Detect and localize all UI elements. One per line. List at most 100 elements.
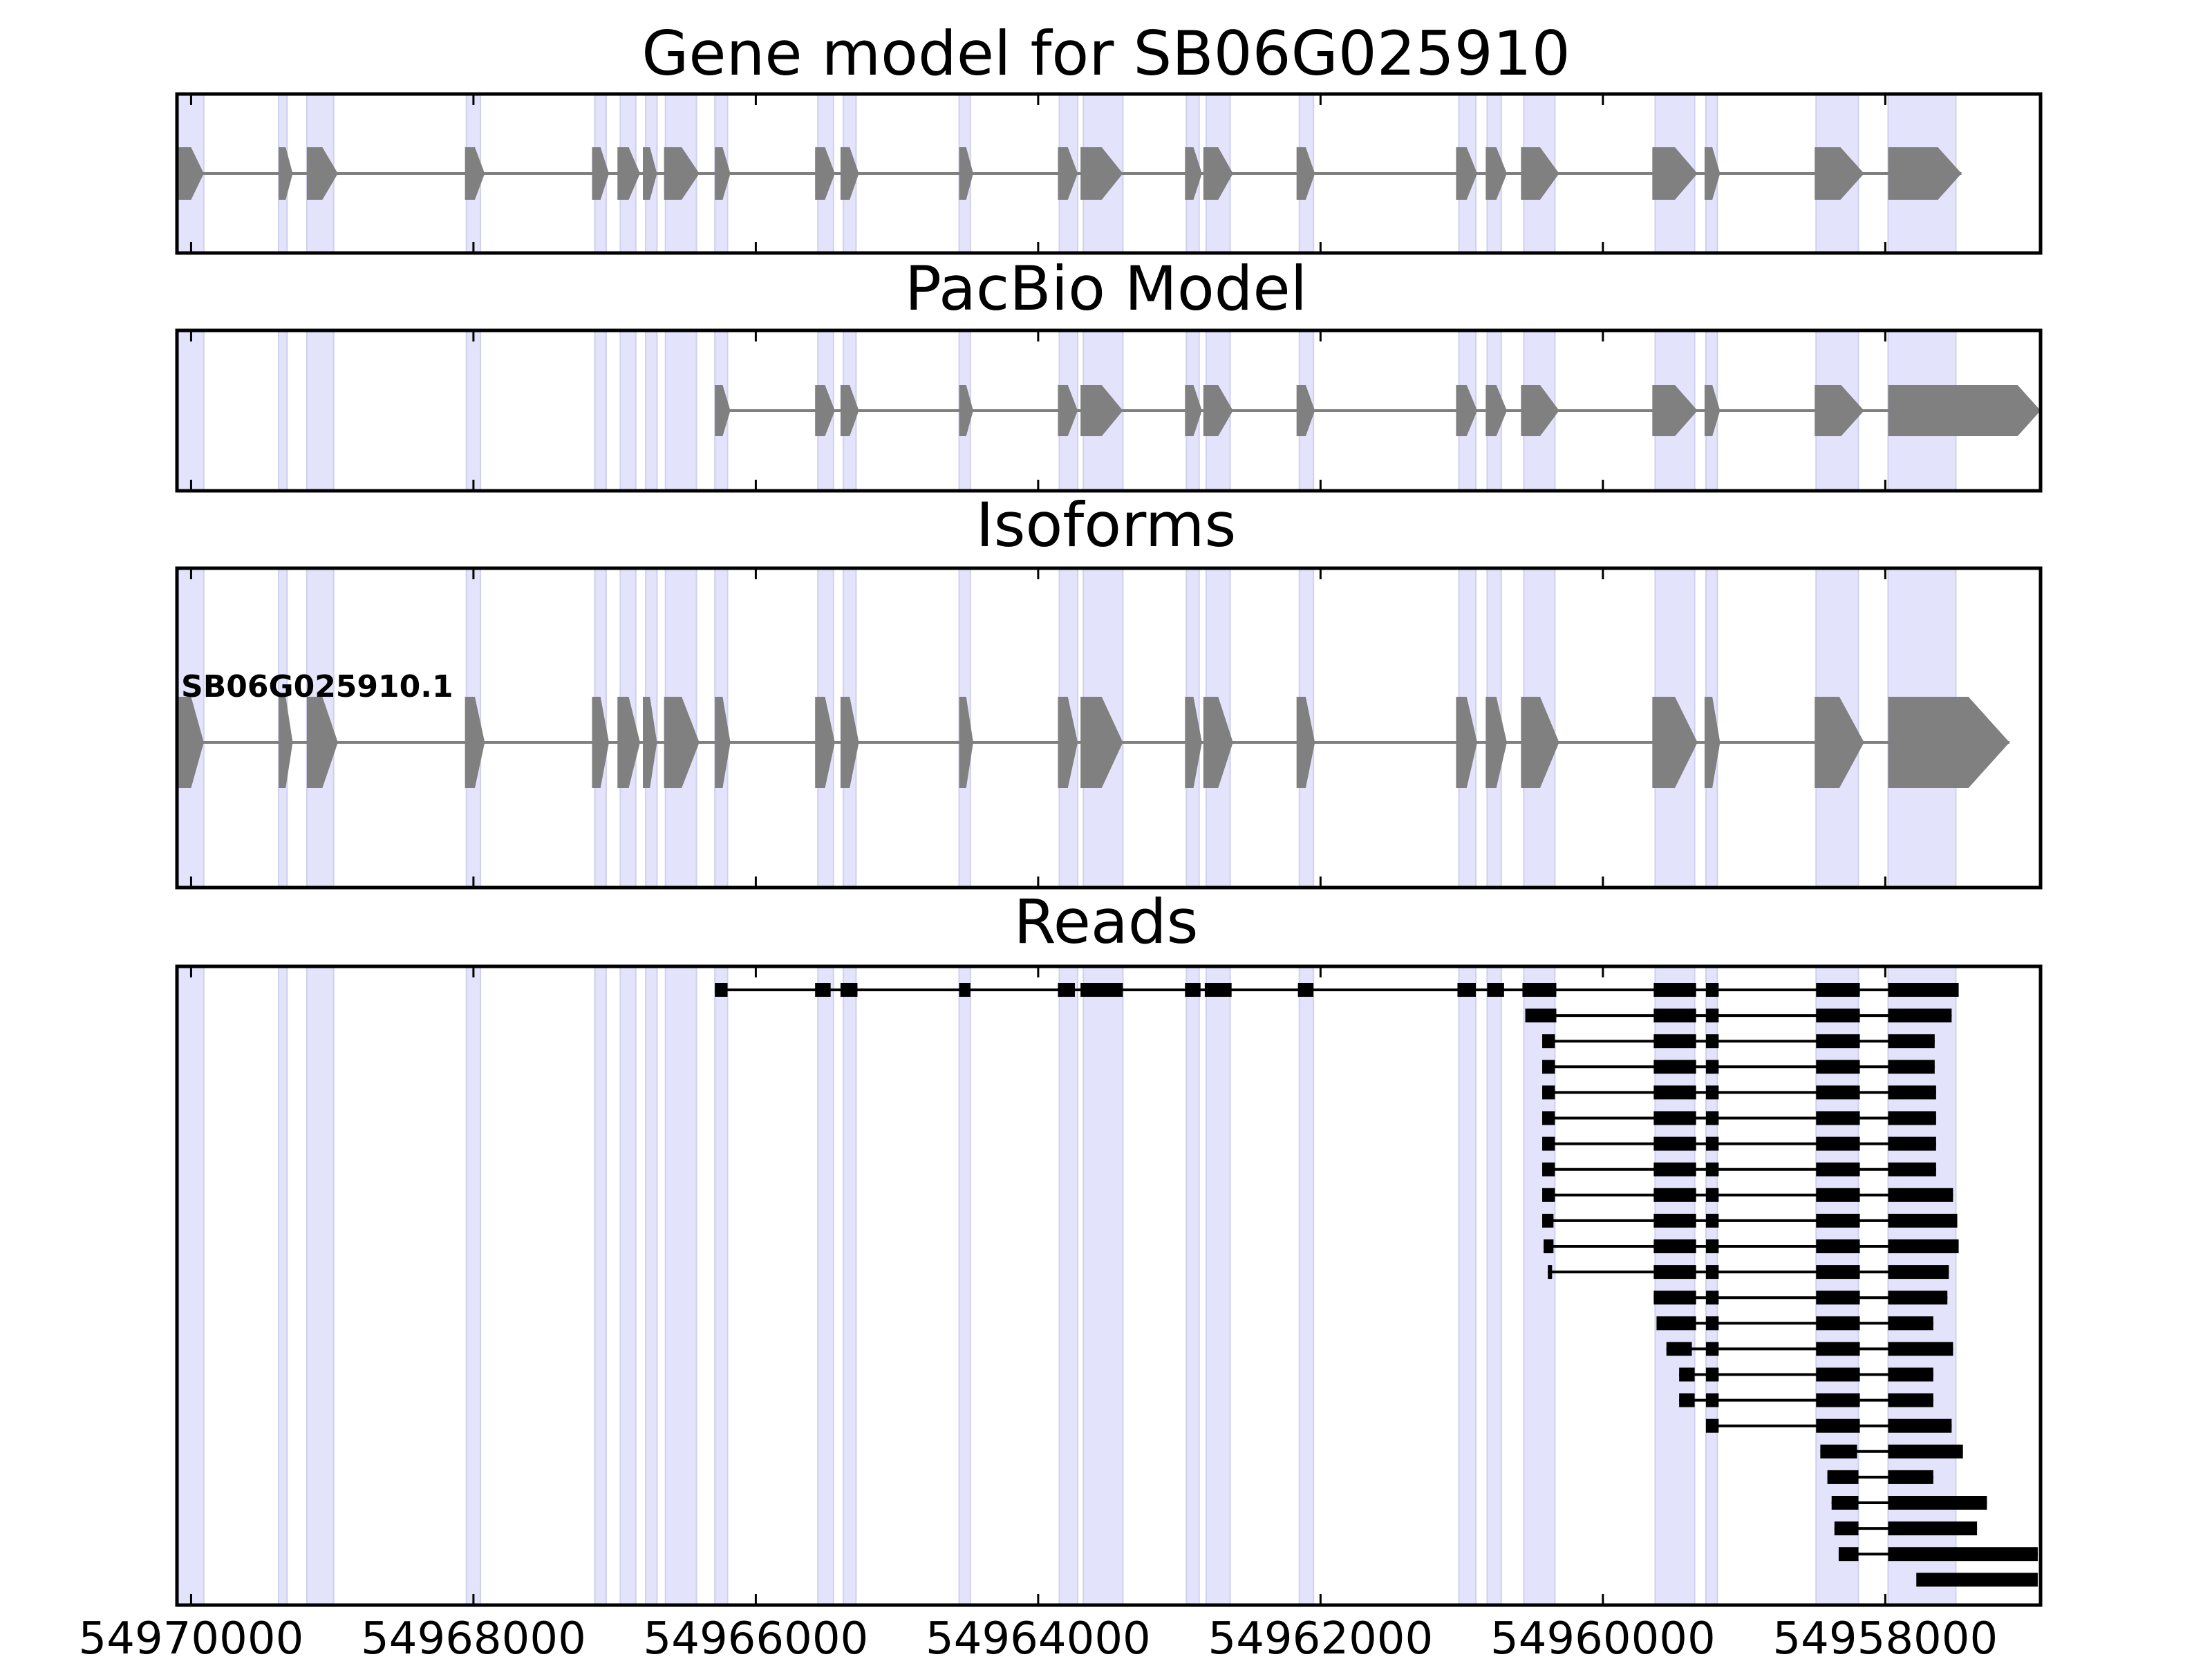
read-block	[1888, 1060, 1935, 1074]
gene-model-exon	[1203, 147, 1233, 200]
read-block	[959, 983, 971, 997]
read-block	[1816, 1213, 1860, 1228]
read-block	[1705, 1291, 1719, 1305]
gene-model-exon	[1521, 147, 1559, 200]
read-block	[1888, 1034, 1935, 1049]
pacbio-model-exon	[1485, 385, 1507, 436]
read-block	[1653, 1291, 1696, 1305]
read-block	[1888, 1188, 1953, 1202]
read-block	[1888, 983, 1959, 997]
read-block	[1816, 1367, 1860, 1382]
read-block	[840, 983, 858, 997]
isoform-exon	[1815, 697, 1864, 788]
read-block	[1888, 1136, 1936, 1151]
read-block	[1888, 1342, 1953, 1356]
read-block	[1542, 1034, 1555, 1049]
gene-model-exon	[178, 147, 204, 200]
pacbio-model-exon	[815, 385, 835, 436]
read-block	[1816, 1265, 1860, 1280]
x-tick-label: 54968000	[361, 1613, 586, 1659]
gene-model-exon	[306, 147, 338, 200]
isoforms-title: Isoforms	[976, 489, 1237, 561]
isoform-exon	[279, 697, 293, 788]
isoform-exon	[643, 697, 657, 788]
read-block	[1888, 1111, 1936, 1125]
exon-highlight-band	[645, 330, 658, 491]
read-block	[1816, 1085, 1860, 1100]
read-block	[1653, 1034, 1696, 1049]
isoform-exon	[465, 697, 485, 788]
read-block	[1705, 1085, 1719, 1100]
gene-model-title: Gene model for SB06G025910	[641, 18, 1571, 89]
read-block	[1816, 983, 1860, 997]
read-block	[1816, 1239, 1860, 1253]
read-block	[1888, 1009, 1952, 1023]
read-block	[1888, 1496, 1987, 1510]
gene-model-exon	[1485, 147, 1507, 200]
panel-frame	[175, 566, 2043, 890]
read-block	[1888, 1418, 1952, 1433]
read-block	[1888, 1213, 1958, 1228]
read-block	[1705, 1418, 1719, 1433]
exon-highlight-band	[1205, 966, 1231, 1606]
exon-highlight-band	[178, 966, 205, 1606]
panel-frame	[175, 964, 2043, 1607]
read-block	[1653, 1188, 1696, 1202]
panel-frame	[175, 92, 2043, 255]
read-block	[1816, 1188, 1860, 1202]
exon-highlight-band	[1298, 966, 1315, 1606]
gene-model-exon	[840, 147, 859, 200]
read-block	[1679, 1367, 1695, 1382]
pacbio-model-exon	[715, 385, 731, 436]
pacbio-model-exon	[1456, 385, 1478, 436]
reads-title: Reads	[1014, 886, 1199, 957]
read-block	[1653, 1265, 1696, 1280]
read-block	[1548, 1265, 1553, 1280]
gene-model-exon	[1058, 147, 1078, 200]
read-block	[1487, 983, 1504, 997]
isoform-exon	[1888, 697, 2010, 788]
read-block	[1888, 1239, 1959, 1253]
read-block	[1653, 1136, 1696, 1151]
pacbio-model-exon	[1652, 385, 1698, 436]
isoform-exon	[1203, 697, 1233, 788]
exon-highlight-band	[278, 966, 288, 1606]
exon-highlight-band	[645, 966, 658, 1606]
read-block	[1522, 983, 1557, 997]
gene-model-exon	[643, 147, 657, 200]
isoform-exon	[715, 697, 731, 788]
read-block	[1816, 1111, 1860, 1125]
x-tick-label: 54958000	[1772, 1613, 1998, 1659]
gene-model-exon	[1456, 147, 1478, 200]
gene-model-exon	[279, 147, 293, 200]
exon-highlight-band	[619, 966, 637, 1606]
read-block	[1666, 1342, 1692, 1356]
isoform-exon	[1485, 697, 1507, 788]
read-block	[1838, 1547, 1859, 1562]
x-tick-label: 54964000	[926, 1613, 1151, 1659]
read-block	[1542, 1213, 1554, 1228]
isoform-exon	[840, 697, 859, 788]
read-block	[1705, 1034, 1719, 1049]
read-block	[1816, 1034, 1860, 1049]
read-block	[1542, 1162, 1555, 1177]
read-block	[1705, 1009, 1719, 1023]
pacbio-model-exon	[1521, 385, 1559, 436]
gene-model-exon	[664, 147, 700, 200]
isoform-exon	[1456, 697, 1478, 788]
read-block	[1653, 1162, 1696, 1177]
gene-model-exon	[1888, 147, 1962, 200]
read-block	[1888, 1547, 2038, 1562]
read-block	[1058, 983, 1075, 997]
read-block	[1705, 1213, 1719, 1228]
read-block	[1525, 1009, 1557, 1023]
read-block	[1816, 1060, 1860, 1074]
gene-model-exon	[715, 147, 731, 200]
read-block	[1204, 983, 1232, 997]
read-block	[1816, 1136, 1860, 1151]
read-block	[1653, 1009, 1696, 1023]
isoform-exon	[592, 697, 609, 788]
exon-highlight-band	[1486, 966, 1502, 1606]
read-block	[1705, 1111, 1719, 1125]
pacbio-model-exon	[1704, 385, 1721, 436]
